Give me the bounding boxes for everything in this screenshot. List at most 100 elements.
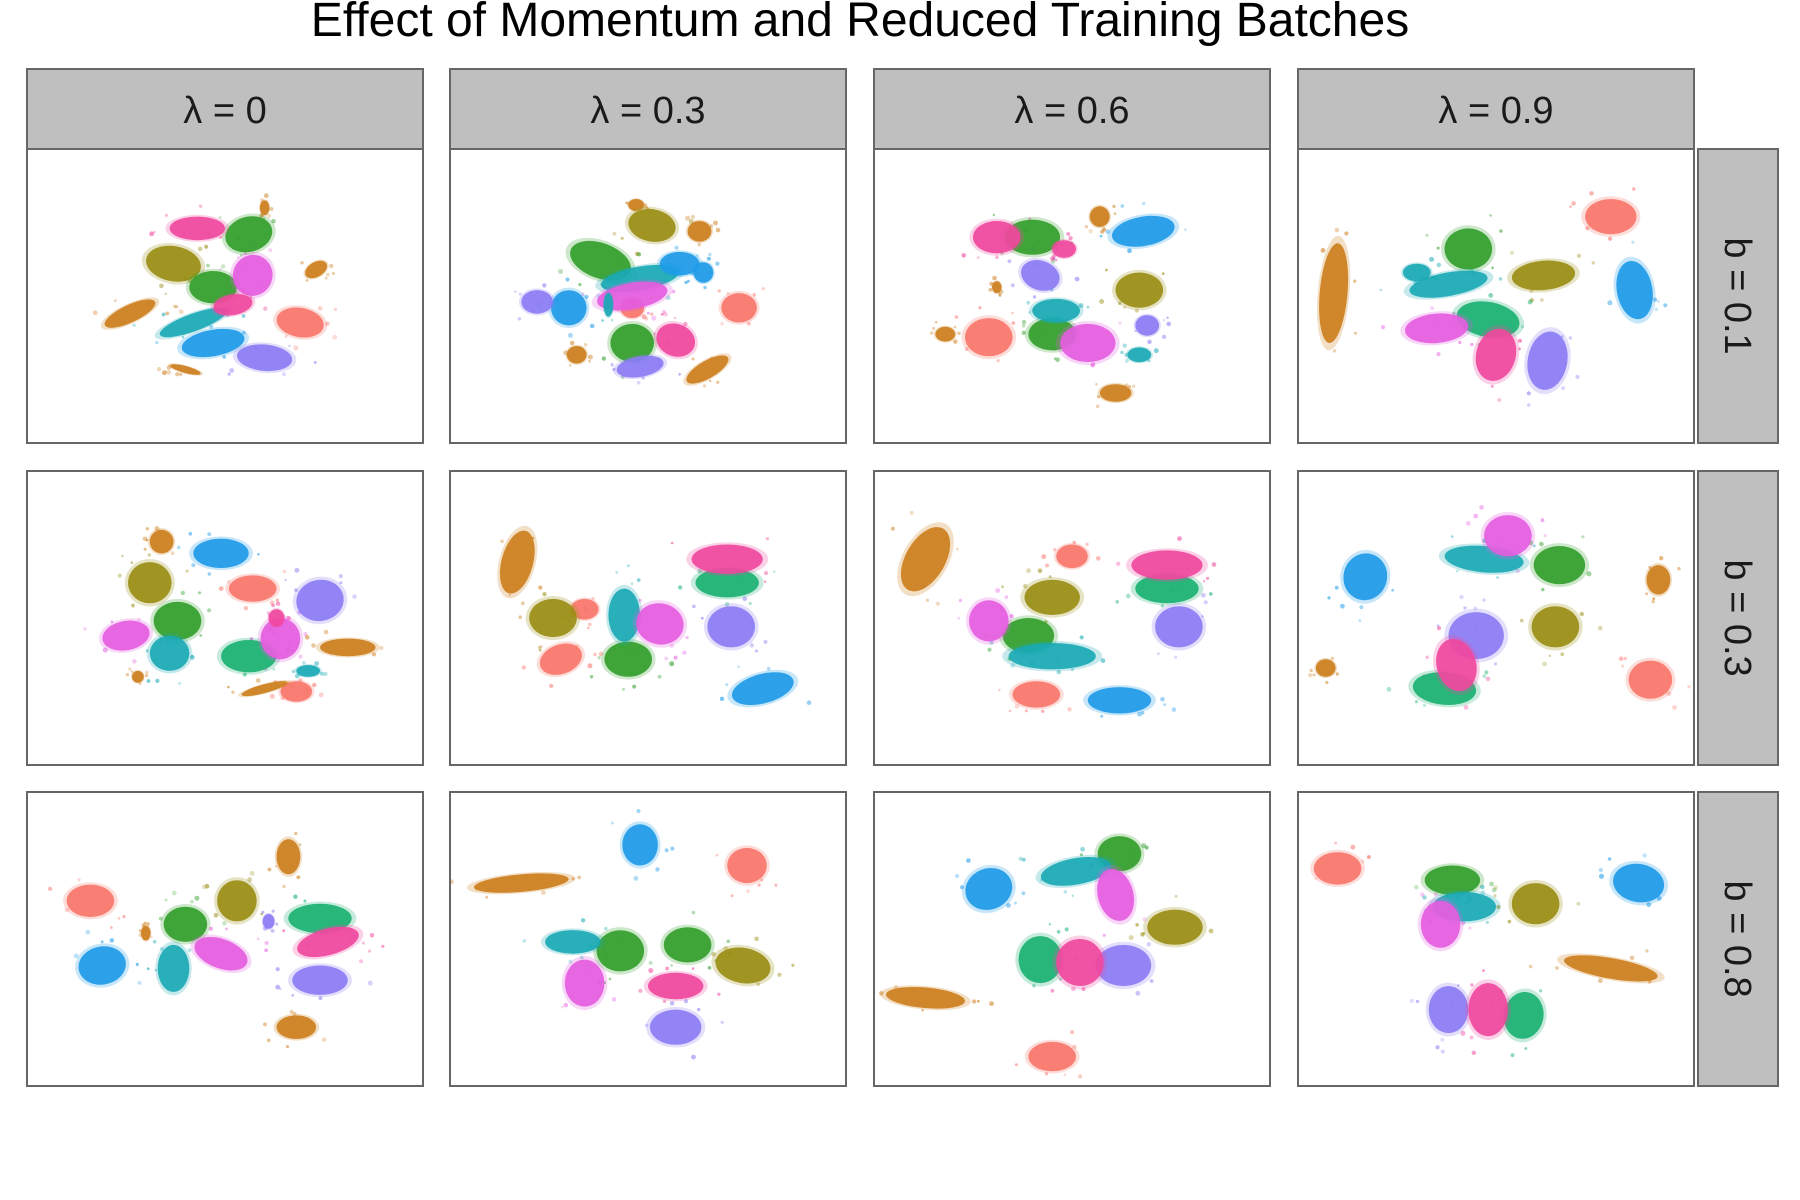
noise-point [243,252,247,256]
noise-point [558,269,564,274]
noise-point [153,230,156,234]
noise-point [1004,595,1009,600]
cluster-green [604,641,652,677]
noise-point [1084,225,1089,229]
noise-point [1072,540,1076,545]
noise-point [954,315,959,319]
noise-point [1598,978,1603,984]
noise-point [1021,324,1026,328]
cluster-magenta [1484,515,1532,557]
noise-point [1379,288,1383,292]
cluster-orange [935,326,956,342]
cluster-pink [268,609,285,627]
cluster-red [1585,199,1637,235]
facet-panel [1297,148,1695,444]
noise-point [1435,1045,1440,1050]
cluster-blue [965,868,1013,910]
noise-point [284,578,287,582]
cluster-green [1004,219,1061,255]
noise-point [227,372,231,376]
noise-point [1598,867,1603,873]
noise-point [1079,635,1084,640]
cluster-purple [236,344,293,372]
noise-point [298,654,303,659]
noise-point [1482,969,1485,972]
noise-point [1021,319,1027,325]
noise-point [747,321,751,326]
noise-point [1589,191,1594,196]
noise-point [255,678,261,683]
noise-point [1095,383,1098,386]
noise-point [194,895,200,901]
noise-point [282,569,287,574]
cluster-red [1628,660,1673,699]
panel-background [873,470,1271,766]
cluster-orange [566,346,587,364]
cluster-orange [1315,659,1336,677]
noise-point [294,567,300,573]
noise-point [160,947,164,951]
noise-point [130,561,134,564]
noise-point [1014,1063,1018,1067]
noise-point [1648,565,1652,569]
noise-point [663,312,668,317]
noise-point [367,949,372,953]
noise-point [717,289,721,293]
noise-point [237,256,240,259]
cluster-pink [297,926,359,958]
noise-point [288,344,291,348]
noise-point [1116,561,1121,566]
noise-point [961,253,966,258]
cluster-red [570,598,599,620]
noise-point [1026,568,1031,574]
noise-point [352,594,357,599]
noise-point [998,293,1002,297]
noise-point [207,572,211,576]
facet-panel [1297,791,1695,1087]
noise-point [165,311,170,316]
cluster-teal_green [1135,573,1199,604]
noise-point [1344,231,1349,236]
noise-point [956,547,959,551]
cluster-pink [691,544,763,574]
noise-point [1024,709,1028,713]
facet-panel [873,470,1271,766]
noise-point [636,578,641,582]
noise-point [1491,887,1497,893]
cluster-green [610,323,654,363]
noise-point [218,586,224,591]
noise-point [539,645,543,648]
noise-point [1391,588,1395,592]
noise-point [1489,881,1494,887]
noise-point [213,912,219,918]
noise-point [257,553,260,556]
noise-point [1498,277,1503,281]
noise-point [670,541,674,545]
noise-point [1493,894,1497,898]
noise-point [1131,384,1136,388]
noise-point [1532,544,1536,548]
noise-point [579,955,584,960]
noise-point [256,937,260,941]
noise-point [269,207,274,211]
cluster-olive [1511,883,1560,925]
noise-point [1327,596,1331,600]
noise-point [1529,289,1534,294]
noise-point [1359,605,1364,610]
noise-point [636,809,641,813]
noise-point [164,292,167,295]
noise-point [202,884,207,890]
noise-point [109,938,115,943]
noise-point [1452,311,1456,316]
noise-point [1518,347,1521,351]
noise-point [1021,857,1026,862]
noise-point [1653,297,1658,302]
cluster-orange [499,530,535,594]
noise-point [921,1008,924,1012]
noise-point [992,275,997,281]
cluster-purple [650,1009,702,1045]
noise-point [657,674,662,679]
noise-point [978,306,982,310]
noise-point [1147,359,1151,363]
noise-point [1048,923,1052,926]
